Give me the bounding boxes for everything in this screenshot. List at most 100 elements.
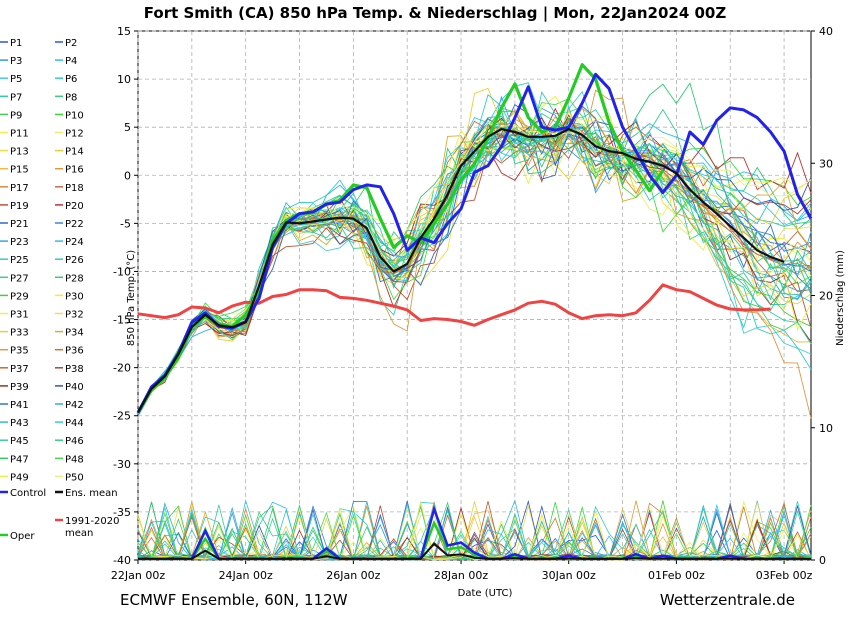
- legend-item: P21: [0, 219, 29, 230]
- legend-item: P49: [0, 472, 29, 483]
- member-line-p11: [137, 124, 812, 413]
- legend-item: P42: [55, 400, 84, 411]
- climate-mean-line: [137, 283, 771, 327]
- legend-label: P27: [10, 273, 29, 284]
- legend-label: P34: [65, 328, 84, 339]
- member-line-p39: [137, 114, 812, 412]
- member-line-p18: [137, 120, 812, 413]
- legend-label: P16: [65, 165, 84, 176]
- legend-item: P9: [0, 110, 22, 121]
- y-tick-label: -25: [113, 410, 131, 423]
- legend-label: Control: [10, 488, 46, 499]
- legend-item: P47: [0, 454, 29, 465]
- member-line-p19: [137, 119, 812, 414]
- x-tick-label: 28Jan 00z: [434, 569, 488, 582]
- control-line: [136, 72, 813, 414]
- legend-item: P39: [0, 382, 29, 393]
- y-axis-label: 850 hPa Temp. (°C): [126, 250, 137, 346]
- legend-label: P17: [10, 183, 29, 194]
- legend-item: P3: [0, 56, 22, 67]
- x-tick-label: 26Jan 00z: [326, 569, 380, 582]
- legend-label: P43: [10, 418, 29, 429]
- legend-label: P7: [10, 92, 22, 103]
- legend-item: P37: [0, 364, 29, 375]
- legend-label: P32: [65, 310, 84, 321]
- legend-item: Oper: [0, 531, 35, 542]
- legend-label: P22: [65, 219, 84, 230]
- legend-item: P18: [55, 183, 84, 194]
- legend-item: P6: [55, 74, 77, 85]
- legend-label: mean: [65, 528, 93, 539]
- legend-label: P18: [65, 183, 84, 194]
- legend-item: P20: [55, 201, 84, 212]
- legend-label: P25: [10, 255, 29, 266]
- y-axis-left: 15 10 5 0 -5 -10 -15 -20 -25 -30 -35 -40: [113, 25, 138, 567]
- legend-item: P32: [55, 310, 84, 321]
- legend-item: P1: [0, 38, 22, 49]
- footer-right: Wetterzentrale.de: [660, 591, 795, 609]
- y-tick-label: -15: [113, 314, 131, 327]
- y-right-tick-label: 20: [819, 290, 833, 303]
- y-tick-label: 15: [117, 25, 131, 38]
- legend-label: P9: [10, 110, 22, 121]
- legend-label: P23: [10, 237, 29, 248]
- legend-item: P33: [0, 328, 29, 339]
- legend-label: P50: [65, 472, 84, 483]
- x-axis-label: Date (UTC): [458, 588, 513, 599]
- legend-label: P47: [10, 454, 29, 465]
- y-tick-label: -10: [113, 265, 131, 278]
- y-tick-label: 0: [124, 169, 131, 182]
- legend-item: P17: [0, 183, 29, 194]
- legend-item: P25: [0, 255, 29, 266]
- legend-label: P26: [65, 255, 84, 266]
- legend-label: P19: [10, 201, 29, 212]
- legend-item: P14: [55, 147, 84, 158]
- member-line-p24: [137, 124, 812, 413]
- member-line-p48: [137, 97, 812, 413]
- legend-label: P14: [65, 147, 84, 158]
- y-right-tick-label: 40: [819, 25, 833, 38]
- main-series: [136, 63, 813, 560]
- plot-frame: [137, 30, 812, 561]
- legend-label: P1: [10, 38, 22, 49]
- legend-item: P12: [55, 129, 84, 140]
- legend-label: P3: [10, 56, 22, 67]
- legend-label: P48: [65, 454, 84, 465]
- legend-item: P34: [55, 328, 84, 339]
- x-tick-label: 24Jan 00z: [219, 569, 273, 582]
- legend-label: P35: [10, 346, 29, 357]
- legend-item: P22: [55, 219, 84, 230]
- y-tick-label: 10: [117, 73, 131, 86]
- legend-label: P49: [10, 472, 29, 483]
- legend-item: P24: [55, 237, 84, 248]
- legend-label: P28: [65, 273, 84, 284]
- legend-label: P45: [10, 436, 29, 447]
- legend-item: P11: [0, 129, 29, 140]
- legend-label: P6: [65, 74, 77, 85]
- legend-item: Ens. mean: [55, 488, 118, 499]
- legend-label: P31: [10, 310, 29, 321]
- legend-item: P26: [55, 255, 84, 266]
- legend-item: P45: [0, 436, 29, 447]
- legend-item: P16: [55, 165, 84, 176]
- legend-label: P29: [10, 291, 29, 302]
- x-tick-label: 03Feb 00z: [756, 569, 813, 582]
- legend-label: P2: [65, 38, 77, 49]
- chart-title: Fort Smith (CA) 850 hPa Temp. & Niedersc…: [144, 4, 727, 23]
- legend-label: P38: [65, 364, 84, 375]
- legend-item: P43: [0, 418, 29, 429]
- legend-label: P36: [65, 346, 84, 357]
- legend-item: P36: [55, 346, 84, 357]
- precip-line-p49: [137, 502, 812, 561]
- y-right-tick-label: 30: [819, 157, 833, 170]
- x-tick-label: 22Jan 00z: [111, 569, 165, 582]
- legend-item: P41: [0, 400, 29, 411]
- legend-label: Ens. mean: [65, 488, 118, 499]
- y-tick-label: 5: [124, 121, 131, 134]
- precip-line-p50: [137, 505, 812, 561]
- legend-item: P19: [0, 201, 29, 212]
- legend-label: P20: [65, 201, 84, 212]
- legend-label: P44: [65, 418, 84, 429]
- y-tick-label: -5: [120, 217, 131, 230]
